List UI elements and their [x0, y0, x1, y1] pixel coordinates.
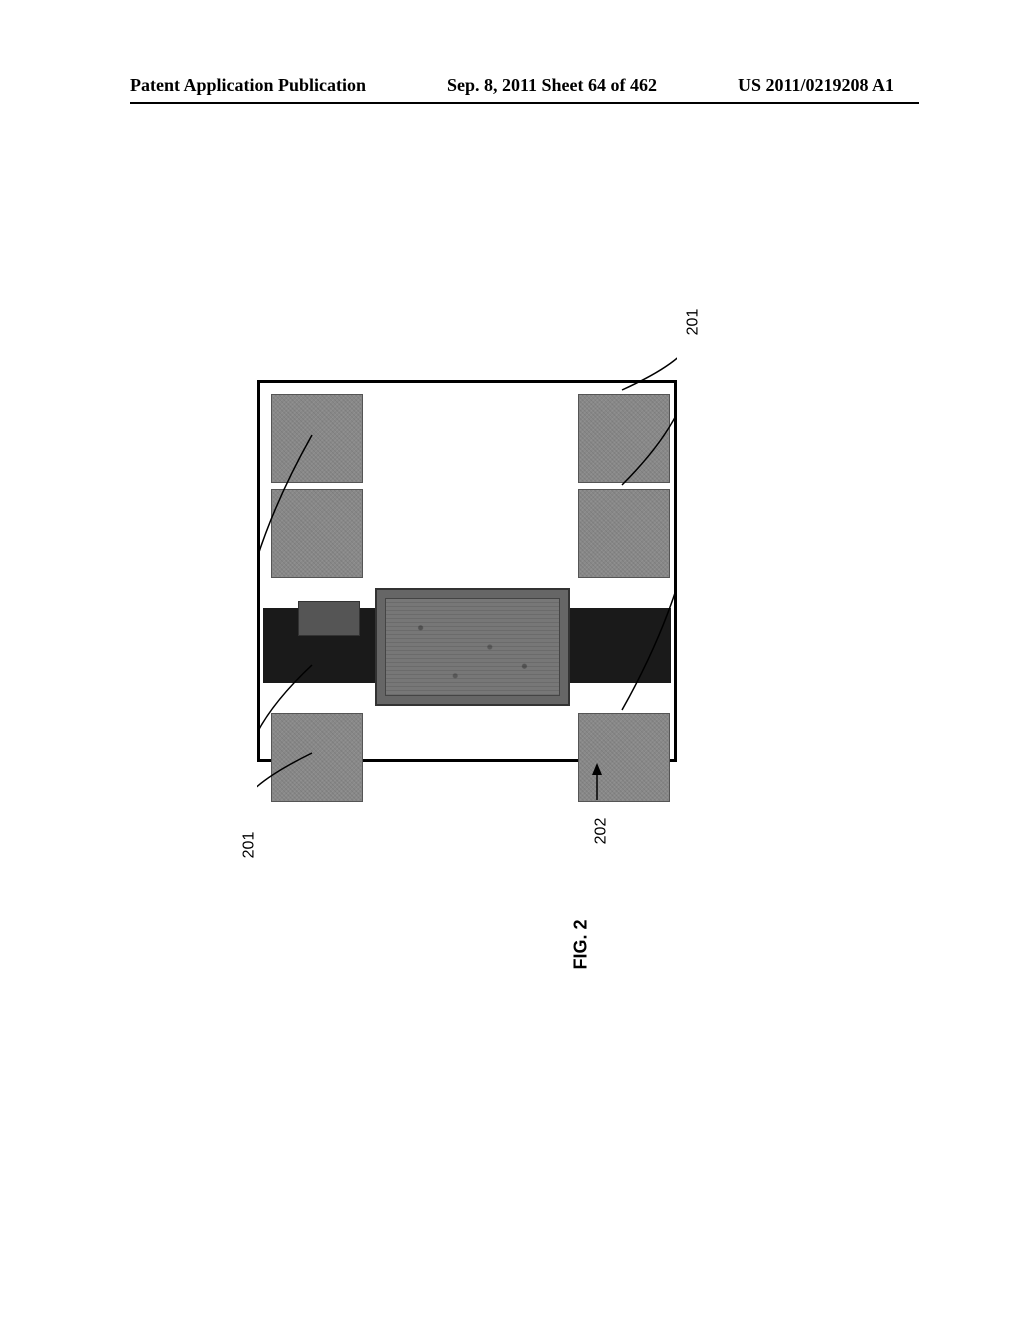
- figure-container: [257, 335, 677, 810]
- callout-201-bottom: 201: [240, 832, 258, 859]
- module-left-1: [271, 394, 363, 483]
- module-left-2: [271, 489, 363, 578]
- module-right-2: [578, 489, 670, 578]
- callout-201-top: 201: [684, 309, 702, 336]
- figure-label: FIG. 2: [571, 919, 592, 969]
- board-outline: [257, 380, 677, 762]
- page-header: Patent Application Publication Sep. 8, 2…: [0, 75, 1024, 96]
- callout-202: 202: [592, 818, 610, 845]
- small-chip: [298, 601, 360, 636]
- module-right-1: [578, 394, 670, 483]
- module-left-3: [271, 713, 363, 802]
- header-left: Patent Application Publication: [130, 75, 366, 96]
- header-center: Sep. 8, 2011 Sheet 64 of 462: [447, 75, 657, 96]
- module-right-3: [578, 713, 670, 802]
- header-right: US 2011/0219208 A1: [738, 75, 894, 96]
- center-chip: [375, 588, 570, 706]
- header-rule: [130, 102, 919, 104]
